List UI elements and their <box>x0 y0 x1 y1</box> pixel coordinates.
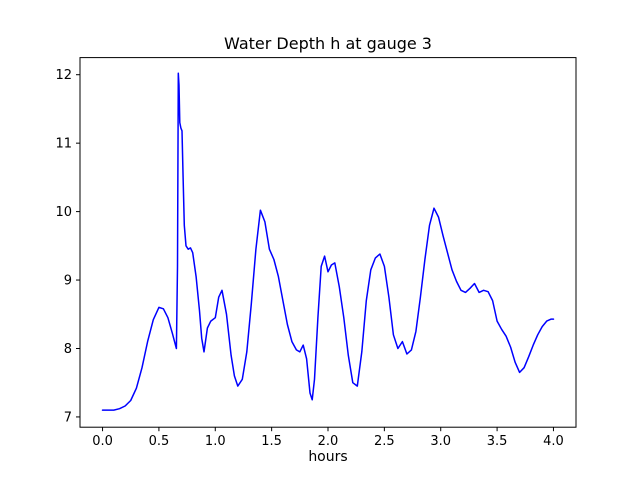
x-tick-label: 0.0 <box>92 434 113 449</box>
x-tick-label: 3.5 <box>487 434 508 449</box>
x-tick-label: 1.0 <box>205 434 226 449</box>
x-tick-label: 1.5 <box>261 434 282 449</box>
y-tick-label: 8 <box>64 342 72 357</box>
x-tick-label: 4.0 <box>543 434 564 449</box>
chart-title: Water Depth h at gauge 3 <box>224 34 432 53</box>
y-tick-label: 9 <box>64 274 72 289</box>
y-tick-label: 11 <box>55 137 72 152</box>
x-axis-label: hours <box>308 449 348 465</box>
x-tick-label: 2.5 <box>374 434 395 449</box>
axes-frame <box>79 57 577 428</box>
x-tick-label: 3.0 <box>430 434 451 449</box>
y-tick-label: 7 <box>64 410 72 425</box>
y-tick-label: 10 <box>55 205 72 220</box>
series-line-water-depth-h <box>101 72 555 411</box>
y-tick-label: 12 <box>55 68 72 83</box>
x-tick-label: 2.0 <box>318 434 339 449</box>
x-tick-label: 0.5 <box>149 434 170 449</box>
